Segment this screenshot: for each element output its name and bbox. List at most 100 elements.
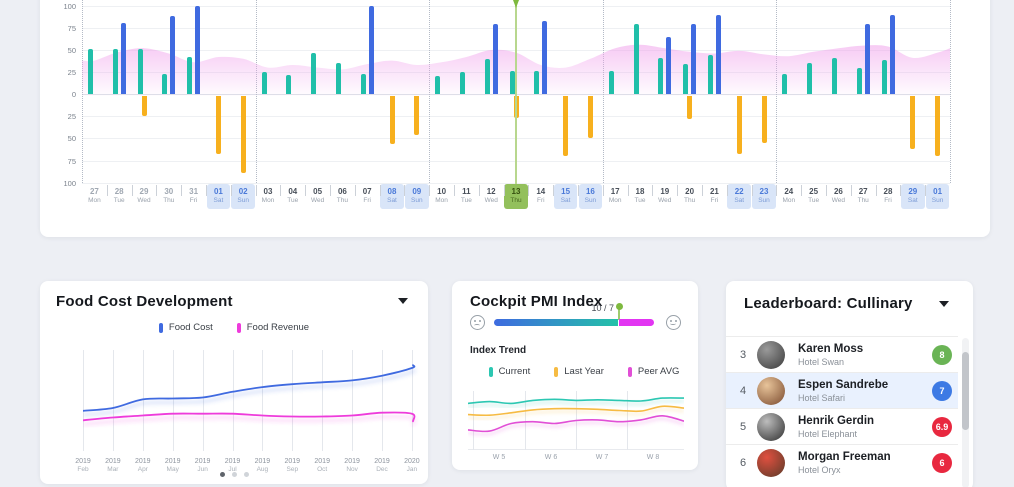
gridline [352, 350, 354, 451]
weekday-label: Fri [536, 197, 545, 204]
date-cell-01-sat[interactable]: 01 Sat [206, 184, 231, 209]
date-cell-04-tue[interactable]: 04 Tue [281, 184, 305, 209]
axis-tick [652, 185, 654, 196]
axis-tick [801, 185, 803, 196]
leaderboard-row[interactable]: 4 Espen Sandrebe Hotel Safari 7 [726, 372, 958, 408]
pmi-slider-filled-segment [494, 319, 618, 326]
date-number: 01 [933, 187, 943, 196]
leaderboard-row[interactable]: 6 Morgan Freeman Hotel Oryx 6 [726, 444, 958, 480]
pagination-dot[interactable] [231, 472, 237, 477]
scrollbar-thumb[interactable] [962, 352, 969, 430]
axis-tick [553, 185, 555, 196]
avatar [757, 448, 785, 477]
weekday-label: Mon [88, 197, 101, 204]
teal-bar [707, 55, 713, 94]
date-cell-02-sun[interactable]: 02 Sun [231, 184, 256, 209]
date-number: 12 [486, 187, 496, 196]
date-cell-11-tue[interactable]: 11 Tue [455, 184, 479, 209]
date-cell-25-tue[interactable]: 25 Tue [802, 184, 826, 209]
date-cell-14-fri[interactable]: 14 Fri [529, 184, 553, 209]
legend-item-current: Current [488, 366, 530, 377]
date-cell-26-wed[interactable]: 26 Wed [827, 184, 851, 209]
orange-bar [414, 95, 420, 135]
blue-bar [120, 22, 126, 94]
weekday-label: Tue [287, 197, 299, 204]
axis-tick [677, 185, 679, 196]
pmi-slider-pin-icon[interactable] [615, 303, 623, 310]
player-name: Espen Sandrebe [798, 378, 889, 391]
date-cell-28-tue[interactable]: 28 Tue [107, 184, 131, 209]
weekday-label: Sat [560, 197, 571, 204]
teal-bar [509, 71, 515, 94]
gridline [232, 350, 234, 451]
date-cell-01-sun[interactable]: 01 Sun [925, 184, 950, 209]
chevron-down-icon[interactable] [398, 298, 408, 304]
weekday-label: Thu [510, 197, 522, 204]
food-chart-legend: Food Cost Food Revenue [40, 322, 428, 333]
leaderboard-card: Leaderboard: Cullinary 3 Karen Moss Hote… [726, 281, 973, 487]
teal-bar [856, 67, 862, 94]
date-cell-27-thu[interactable]: 27 Thu [851, 184, 875, 209]
date-cell-20-thu[interactable]: 20 Thu [678, 184, 702, 209]
date-cell-23-sun[interactable]: 23 Sun [752, 184, 776, 209]
date-cell-10-mon[interactable]: 10 Mon [430, 184, 454, 209]
date-number: 21 [709, 187, 719, 196]
hotel-name: Hotel Elephant [798, 428, 858, 439]
teal-bar [807, 63, 813, 94]
cockpit-pmi-index-card: Cockpit PMI Index 10 / 7 Index Trend Cur… [452, 281, 698, 470]
date-cell-08-sat[interactable]: 08 Sat [380, 184, 404, 209]
weekday-label: Sat [907, 197, 918, 204]
date-cell-03-mon[interactable]: 03 Mon [256, 184, 280, 209]
date-cell-13-thu[interactable]: 13 Thu [504, 184, 528, 209]
weekday-label: Wed [310, 197, 325, 204]
main-chart-plot-area [82, 0, 951, 184]
date-number: 27 [89, 187, 99, 196]
date-cell-19-wed[interactable]: 19 Wed [653, 184, 677, 209]
blue-bar [715, 14, 721, 94]
date-number: 24 [784, 187, 794, 196]
date-number: 18 [635, 187, 645, 196]
month-label: 2019 Feb [75, 458, 91, 473]
pmi-slider-track[interactable] [494, 319, 654, 326]
date-cell-16-sun[interactable]: 16 Sun [578, 184, 603, 209]
date-cell-12-wed[interactable]: 12 Wed [479, 184, 503, 209]
date-cell-24-mon[interactable]: 24 Mon [777, 184, 801, 209]
leaderboard-row[interactable]: 5 Henrik Gerdin Hotel Elephant 6.9 [726, 408, 958, 444]
weekday-label: Tue [113, 197, 125, 204]
date-cell-05-wed[interactable]: 05 Wed [306, 184, 330, 209]
hotel-name: Hotel Safari [798, 392, 846, 403]
pagination-dot[interactable] [243, 472, 249, 477]
date-cell-15-sat[interactable]: 15 Sat [553, 184, 578, 209]
date-number: 20 [685, 187, 695, 196]
axis-tick [156, 185, 158, 196]
date-cell-18-tue[interactable]: 18 Tue [628, 184, 652, 209]
date-number: 09 [412, 187, 422, 196]
date-number: 28 [114, 187, 124, 196]
date-cell-29-sat[interactable]: 29 Sat [900, 184, 925, 209]
date-cell-07-fri[interactable]: 07 Fri [355, 184, 379, 209]
axis-tick [875, 185, 877, 196]
axis-tick [330, 185, 331, 196]
pagination-dot[interactable] [219, 472, 225, 477]
y-axis-tick-label: 75 [67, 157, 76, 166]
today-marker-line [515, 0, 517, 184]
chevron-down-icon[interactable] [939, 301, 949, 307]
date-cell-31-fri[interactable]: 31 Fri [182, 184, 206, 209]
weekday-label: Sat [387, 197, 397, 204]
date-cell-17-mon[interactable]: 17 Mon [603, 184, 627, 209]
gridline [322, 350, 324, 451]
date-cell-27-mon[interactable]: 27 Mon [83, 184, 107, 209]
date-cell-30-thu[interactable]: 30 Thu [157, 184, 181, 209]
month-label: 2019 Apr [135, 458, 151, 473]
date-cell-09-sun[interactable]: 09 Sun [404, 184, 429, 209]
date-cell-22-sat[interactable]: 22 Sat [727, 184, 752, 209]
date-cell-28-fri[interactable]: 28 Fri [876, 184, 900, 209]
weekday-label: Sat [734, 197, 745, 204]
date-cell-06-thu[interactable]: 06 Thu [331, 184, 355, 209]
date-number: 02 [238, 187, 248, 196]
peer-avg-legend-pill [627, 366, 632, 377]
leaderboard-row[interactable]: 3 Karen Moss Hotel Swan 8 [726, 336, 958, 372]
date-cell-29-wed[interactable]: 29 Wed [132, 184, 156, 209]
date-cell-21-fri[interactable]: 21 Fri [703, 184, 727, 209]
axis-tick [354, 185, 356, 196]
